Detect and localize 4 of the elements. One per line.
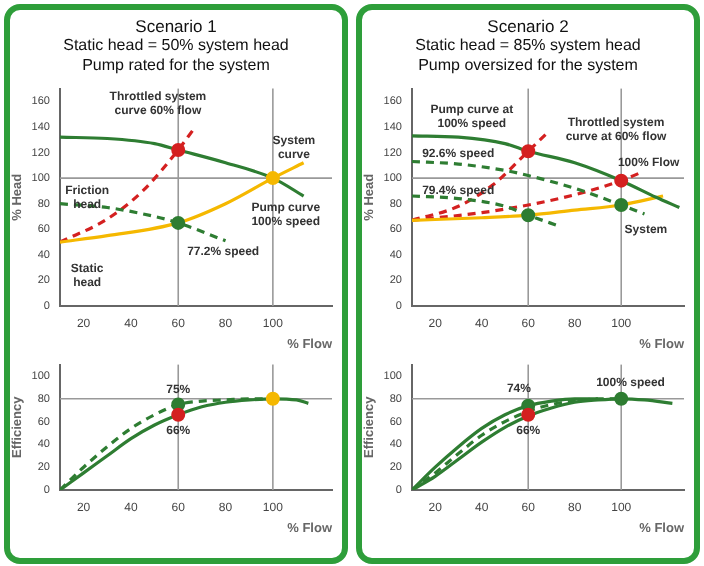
chart-title: Scenario 1 xyxy=(133,16,219,36)
chart-subtitle: Static head = 85% system head Pump oversized for the system xyxy=(413,36,643,76)
chart-title: Scenario 2 xyxy=(485,16,571,36)
chart-subtitle: Static head = 50% system head Pump rated for the system xyxy=(61,36,291,76)
